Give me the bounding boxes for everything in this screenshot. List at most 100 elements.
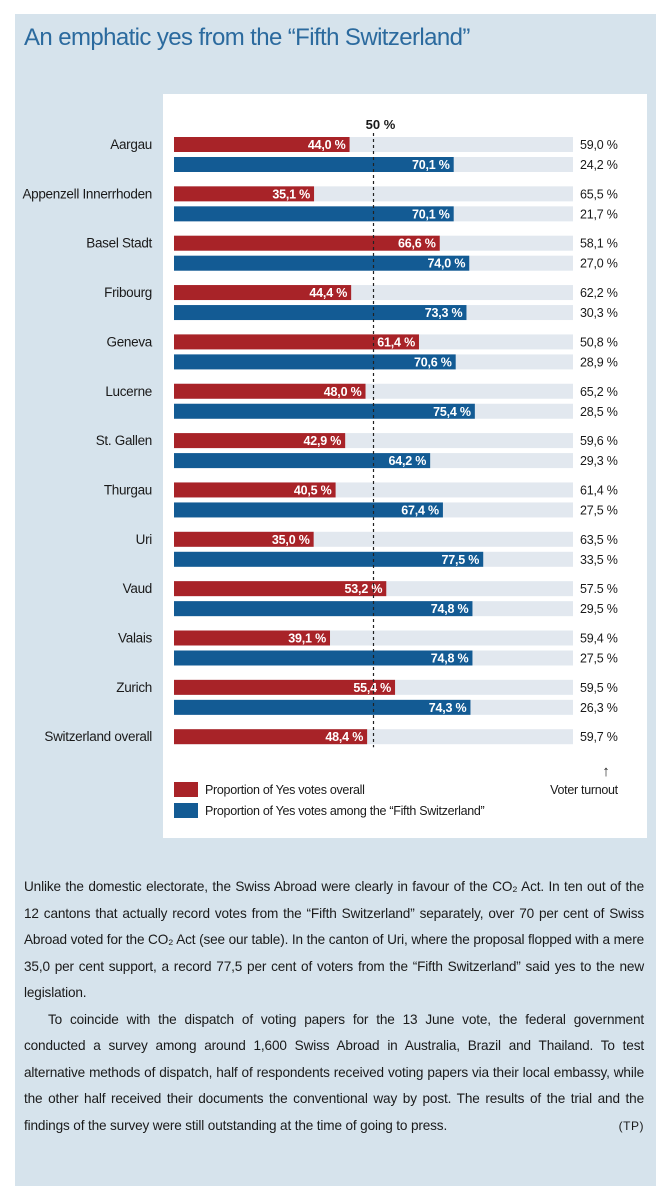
category-label: Valais <box>118 631 153 646</box>
turnout-overall-value: 59,0 % <box>580 138 618 152</box>
bar-value-label: 40,5 % <box>294 483 332 497</box>
turnout-fifth-value: 29,3 % <box>580 454 618 468</box>
bar-yes-fifth-switzerland <box>174 305 467 321</box>
bar-yes-overall <box>174 482 336 498</box>
turnout-fifth-value: 28,5 % <box>580 405 618 419</box>
category-label: Aargau <box>110 137 152 152</box>
bar-value-label: 74,8 % <box>431 652 469 666</box>
bar-yes-fifth-switzerland <box>174 699 471 715</box>
turnout-fifth-value: 27,5 % <box>580 503 618 517</box>
paragraph-1: Unlike the domestic electorate, the Swis… <box>24 879 644 1000</box>
paragraph-2-text: To coincide with the dispatch of voting … <box>24 1011 644 1133</box>
bar-value-label: 61,4 % <box>377 335 415 349</box>
turnout-overall-value: 58,1 % <box>580 237 618 251</box>
bar-yes-fifth-switzerland <box>174 157 454 172</box>
category-label: Appenzell Innerrhoden <box>22 186 152 201</box>
bar-yes-fifth-switzerland <box>174 354 456 370</box>
turnout-overall-value: 57.5 % <box>580 582 618 596</box>
bar-yes-overall <box>174 630 331 646</box>
bar-value-label: 74,8 % <box>431 602 469 616</box>
bar-value-label: 74,0 % <box>428 257 466 271</box>
chart-title: An emphatic yes from the “Fifth Switzerl… <box>24 24 470 51</box>
bar-value-label: 44,0 % <box>308 138 346 152</box>
bar-yes-overall <box>174 383 366 399</box>
bar-yes-overall <box>174 235 440 251</box>
category-label: Lucerne <box>105 384 152 399</box>
bar-value-label: 48,0 % <box>324 385 362 399</box>
legend-swatch-overall <box>174 782 198 797</box>
bar-yes-overall <box>174 285 352 301</box>
turnout-arrow-icon: ↑ <box>602 763 610 780</box>
bar-yes-overall <box>174 679 396 695</box>
bar-yes-fifth-switzerland <box>174 206 454 222</box>
bar-value-label: 73,3 % <box>425 306 463 320</box>
turnout-overall-value: 59,4 % <box>580 632 618 646</box>
bar-yes-overall <box>174 531 314 547</box>
turnout-fifth-value: 29,5 % <box>580 602 618 616</box>
turnout-fifth-value: 28,9 % <box>580 355 618 369</box>
turnout-overall-value: 59,5 % <box>580 681 618 695</box>
reference-line-label: 50 % <box>366 117 396 132</box>
turnout-overall-value: 65,5 % <box>580 187 618 201</box>
bar-value-label: 67,4 % <box>401 503 439 517</box>
bar-yes-fifth-switzerland <box>174 551 484 567</box>
article-body: Unlike the domestic electorate, the Swis… <box>24 874 644 1139</box>
legend-swatch-fifth <box>174 803 198 818</box>
bar-value-label: 42,9 % <box>303 434 341 448</box>
bar-value-label: 53,2 % <box>345 582 383 596</box>
bar-yes-overall <box>174 334 419 350</box>
turnout-fifth-value: 33,5 % <box>580 553 618 567</box>
paragraph-2: To coincide with the dispatch of voting … <box>24 1007 644 1140</box>
bar-value-label: 70,1 % <box>412 158 450 172</box>
bar-yes-overall <box>174 433 346 449</box>
category-label: Basel Stadt <box>86 236 152 251</box>
turnout-overall-value: 65,2 % <box>580 385 618 399</box>
bar-yes-fifth-switzerland <box>174 453 431 469</box>
bar-value-label: 39,1 % <box>288 632 326 646</box>
category-label: Switzerland overall <box>44 729 152 744</box>
turnout-fifth-value: 24,2 % <box>580 158 618 172</box>
bar-yes-fifth-switzerland <box>174 403 475 419</box>
turnout-fifth-value: 26,3 % <box>580 701 618 715</box>
turnout-fifth-value: 21,7 % <box>580 207 618 221</box>
legend-label-fifth: Proportion of Yes votes among the “Fifth… <box>205 804 485 818</box>
bar-value-label: 35,1 % <box>272 187 310 201</box>
bar-value-label: 75,4 % <box>433 405 471 419</box>
category-label: Uri <box>136 532 153 547</box>
category-label: St. Gallen <box>96 433 152 448</box>
category-label: Thurgau <box>104 482 152 497</box>
bar-yes-overall <box>174 581 387 597</box>
category-label: Fribourg <box>104 285 152 300</box>
bar-yes-fifth-switzerland <box>174 601 473 617</box>
turnout-overall-value: 63,5 % <box>580 533 618 547</box>
bar-value-label: 77,5 % <box>442 553 480 567</box>
turnout-overall-value: 62,2 % <box>580 286 618 300</box>
turnout-overall-value: 59,6 % <box>580 434 618 448</box>
turnout-overall-value: 61,4 % <box>580 483 618 497</box>
turnout-overall-value: 59,7 % <box>580 730 618 744</box>
turnout-fifth-value: 30,3 % <box>580 306 618 320</box>
category-label: Zurich <box>116 680 152 695</box>
bar-yes-overall <box>174 186 315 202</box>
bar-value-label: 70,1 % <box>412 207 450 221</box>
bar-value-label: 48,4 % <box>325 730 363 744</box>
turnout-overall-value: 50,8 % <box>580 335 618 349</box>
category-label: Geneva <box>107 334 153 349</box>
bar-chart: Aargau 44,0 % 70,1 % 59,0 % 24,2 % Appenzell … <box>22 117 619 818</box>
bar-yes-fifth-switzerland <box>174 502 443 518</box>
bar-yes-fifth-switzerland <box>174 255 470 271</box>
category-label: Vaud <box>123 581 152 596</box>
bar-value-label: 66,6 % <box>398 237 436 251</box>
turnout-fifth-value: 27,5 % <box>580 652 618 666</box>
bar-yes-overall <box>174 729 368 745</box>
turnout-fifth-value: 27,0 % <box>580 257 618 271</box>
bar-yes-fifth-switzerland <box>174 650 473 666</box>
author-credit: (TP) <box>618 1118 644 1133</box>
legend-label-overall: Proportion of Yes votes overall <box>205 783 365 797</box>
bar-value-label: 35,0 % <box>272 533 310 547</box>
bar-value-label: 44,4 % <box>309 286 347 300</box>
turnout-label: Voter turnout <box>550 783 619 797</box>
bar-value-label: 70,6 % <box>414 355 452 369</box>
bar-value-label: 55,4 % <box>353 681 391 695</box>
bar-yes-overall <box>174 137 350 152</box>
